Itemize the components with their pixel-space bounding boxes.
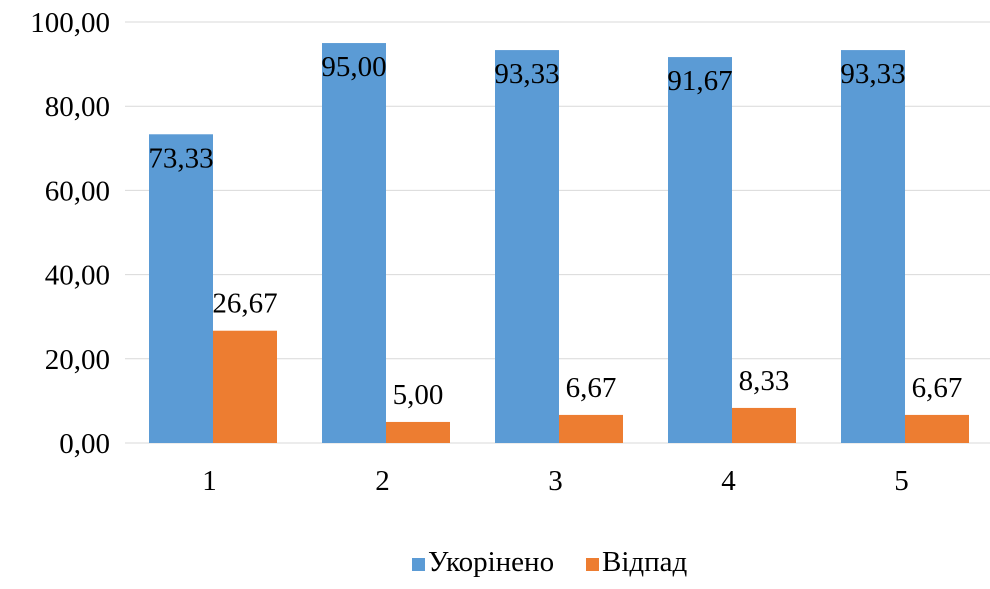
bar-vidpad [213,330,277,443]
data-label-ukorineno: 91,67 [667,65,732,97]
legend-label: Відпад [602,546,688,578]
bar-vidpad [559,414,623,443]
y-tick-label: 80,00 [45,91,110,123]
bar-vidpad [732,407,796,443]
bar-ukorineno [668,57,732,443]
data-label-vidpad: 5,00 [393,379,444,411]
y-tick-label: 20,00 [45,344,110,376]
bar-ukorineno [322,43,386,444]
legend-swatch [412,558,425,571]
y-tick-label: 100,00 [30,7,110,39]
data-label-vidpad: 6,67 [566,372,617,404]
data-label-ukorineno: 93,33 [840,58,905,90]
legend-item-ukorineno: Укорінено [412,546,554,578]
bar-ukorineno [841,50,905,444]
legend-swatch [586,558,599,571]
bar-vidpad [905,414,969,443]
x-tick-label: 1 [202,465,217,497]
data-label-vidpad: 6,67 [912,372,963,404]
legend-item-vidpad: Відпад [586,546,688,578]
bar-ukorineno [149,134,213,443]
y-tick-label: 0,00 [59,428,110,460]
y-axis-tick-labels: 0,00 20,00 40,00 60,00 80,00 100,00 [30,7,110,460]
data-label-vidpad: 8,33 [739,365,790,397]
y-tick-label: 60,00 [45,175,110,207]
y-tick-label: 40,00 [45,260,110,292]
x-axis-tick-labels: 1 2 3 4 5 [202,465,909,497]
data-label-ukorineno: 73,33 [148,142,213,174]
bar-ukorineno [495,50,559,444]
data-label-ukorineno: 95,00 [321,51,386,83]
legend: Укорінено Відпад [412,546,688,578]
x-tick-label: 3 [548,465,563,497]
bars [149,43,969,444]
legend-label: Укорінено [428,546,554,578]
data-labels: 73,33 26,67 95,00 5,00 93,33 6,67 91,67 8,33 93,… [148,51,962,411]
data-label-vidpad: 26,67 [212,288,277,320]
data-label-ukorineno: 93,33 [494,58,559,90]
bar-vidpad [386,421,450,443]
x-tick-label: 5 [894,465,909,497]
x-tick-label: 4 [721,465,736,497]
x-tick-label: 2 [375,465,390,497]
